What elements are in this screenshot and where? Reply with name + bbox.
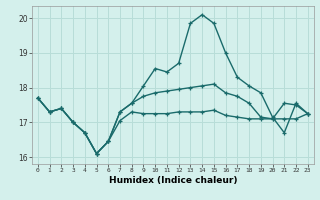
X-axis label: Humidex (Indice chaleur): Humidex (Indice chaleur) — [108, 176, 237, 185]
